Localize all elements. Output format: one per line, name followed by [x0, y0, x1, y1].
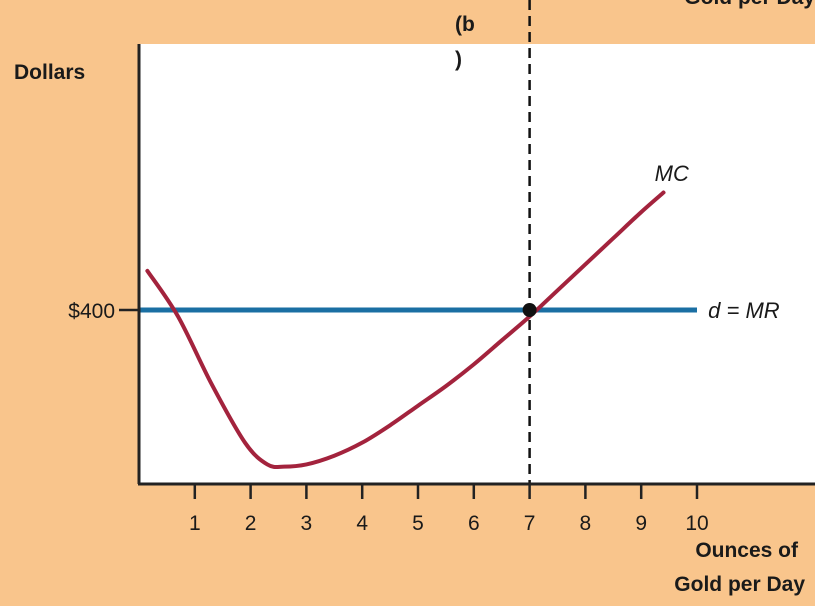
equilibrium-point [522, 303, 537, 317]
x-axis-label-line2: Gold per Day [674, 573, 805, 596]
x-tick-label: 1 [189, 512, 201, 535]
mr-label: d = MR [708, 298, 780, 323]
x-tick-label: 2 [245, 512, 257, 535]
plot-area [139, 44, 815, 484]
x-axis-label-line1: Ounces of [695, 539, 799, 562]
x-tick-label: 9 [635, 512, 647, 535]
top-cut-text: Gold per Day [684, 0, 815, 9]
panel-label-line1: (b [455, 13, 475, 36]
x-tick-label: 8 [580, 512, 592, 535]
panel-label-line2: ) [455, 48, 462, 71]
x-tick-label: 10 [685, 512, 708, 535]
mc-curve [145, 190, 666, 470]
x-tick-label: 5 [412, 512, 424, 535]
x-tick-label: 4 [356, 512, 368, 535]
x-tick-label: 3 [301, 512, 313, 535]
mc-label: MC [655, 161, 689, 186]
y-tick-label: $400 [68, 300, 115, 323]
x-tick-label: 6 [468, 512, 480, 535]
x-tick-label: 7 [524, 512, 536, 535]
y-axis-label: Dollars [14, 61, 85, 84]
